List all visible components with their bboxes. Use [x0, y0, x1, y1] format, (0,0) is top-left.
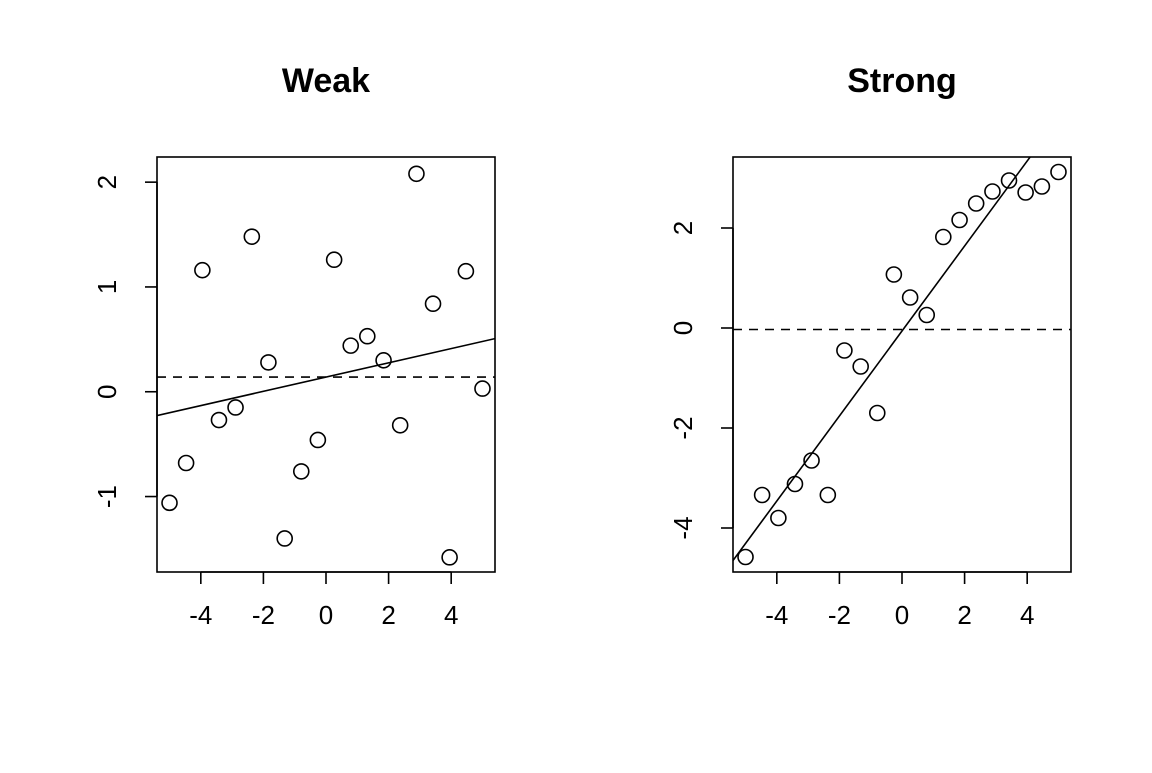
data-point — [1050, 163, 1067, 181]
data-point — [292, 463, 310, 480]
x-tick-label: 4 — [444, 600, 458, 630]
data-point — [375, 352, 392, 369]
data-point — [359, 327, 376, 345]
data-point — [260, 354, 277, 371]
y-tick-label: -4 — [668, 516, 698, 539]
chart-title: Weak — [282, 62, 370, 100]
data-point — [243, 228, 261, 245]
data-point — [1017, 184, 1034, 201]
data-point — [342, 337, 360, 354]
data-point — [803, 452, 820, 469]
data-point — [951, 211, 968, 229]
data-point — [210, 411, 228, 429]
data-point — [901, 289, 919, 306]
data-point — [770, 509, 787, 527]
x-tick-label: 4 — [1020, 600, 1034, 630]
regression-line — [157, 337, 495, 417]
data-point — [227, 399, 244, 416]
data-point — [457, 262, 475, 280]
x-tick-label: -4 — [189, 600, 212, 630]
data-point — [819, 486, 837, 504]
y-tick-label: 2 — [668, 221, 698, 235]
y-tick-label: -1 — [92, 485, 122, 508]
data-point — [424, 295, 442, 313]
x-tick-label: 0 — [895, 600, 909, 630]
x-tick-label: 0 — [319, 600, 333, 630]
data-point — [786, 475, 804, 493]
y-tick-label: 2 — [92, 175, 122, 189]
data-point — [309, 431, 327, 449]
x-tick-label: -2 — [828, 600, 851, 630]
data-point — [885, 266, 903, 283]
x-tick-label: 2 — [381, 600, 395, 630]
x-tick-label: -4 — [765, 600, 788, 630]
data-point — [967, 195, 985, 212]
data-point — [161, 494, 178, 512]
data-point — [918, 306, 936, 324]
panel-strong: Strong -4 -2 0 2 4 -4 -2 0 2 — [668, 62, 1072, 630]
x-tick-label: -2 — [252, 600, 275, 630]
data-point — [276, 530, 293, 547]
data-point — [868, 404, 886, 422]
data-point — [836, 342, 853, 359]
y-tick-label: -2 — [668, 416, 698, 439]
marks-layer: -4 -2 0 2 4 -4 -2 0 2 — [668, 157, 1071, 630]
data-point — [474, 380, 491, 397]
data-point — [1033, 178, 1051, 195]
plot-frame — [156, 156, 496, 573]
data-point — [753, 486, 771, 504]
data-point — [984, 183, 1001, 200]
y-tick-label: 0 — [668, 321, 698, 335]
data-point — [935, 228, 952, 246]
y-tick-label: 0 — [92, 385, 122, 399]
y-tick-label: 1 — [92, 280, 122, 294]
x-tick-label: 2 — [957, 600, 971, 630]
data-point — [408, 165, 425, 183]
data-point — [391, 416, 409, 434]
regression-line — [733, 157, 1032, 561]
plot-frame — [732, 156, 1072, 573]
data-point — [441, 549, 458, 566]
data-point — [852, 358, 869, 375]
data-point — [1000, 172, 1018, 189]
data-point — [325, 251, 343, 269]
data-point — [177, 454, 195, 472]
chart-title: Strong — [847, 62, 957, 100]
marks-layer: -4 -2 0 2 4 -1 0 1 2 — [92, 165, 495, 630]
data-point — [194, 261, 211, 279]
data-point — [737, 548, 754, 566]
panel-weak: Weak -4 -2 0 2 4 -1 0 1 2 — [92, 62, 496, 630]
